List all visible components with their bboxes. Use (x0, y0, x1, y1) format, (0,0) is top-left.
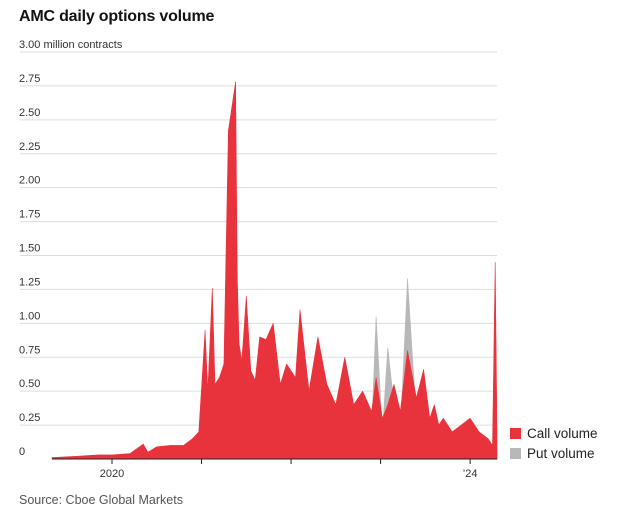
axes: 0 0.25 0.50 0.75 1.00 1.25 1.50 1.75 2.00 2.25 2.5… (19, 39, 497, 480)
y-tick-label: 2.75 (19, 73, 40, 85)
source-note: Source: Cboe Global Markets (19, 493, 183, 507)
x-tick-label: ’24 (463, 468, 478, 480)
y-tick-label: 0.75 (19, 344, 40, 356)
y-tick-label: 3.00 million contracts (19, 39, 123, 51)
put-volume-swatch (510, 447, 521, 459)
y-tick-label: 0.25 (19, 412, 40, 424)
legend-item-put: Put volume (510, 443, 598, 463)
call-volume-area (51, 81, 498, 460)
y-tick-label: 0.50 (19, 378, 40, 390)
y-tick-label: 1.50 (19, 243, 40, 255)
chart-title: AMC daily options volume (19, 8, 215, 25)
y-tick-label: 1.25 (19, 276, 40, 288)
y-tick-label: 2.25 (19, 141, 40, 153)
legend: Call volume Put volume (510, 423, 598, 463)
y-tick-label: 1.75 (19, 209, 40, 221)
y-tick-label: 2.50 (19, 107, 40, 119)
x-tick-label: 2020 (100, 468, 124, 480)
legend-label-call: Call volume (527, 425, 598, 441)
call-volume-swatch (510, 427, 521, 439)
y-tick-label: 1.00 (19, 310, 40, 322)
legend-item-call: Call volume (510, 423, 598, 443)
series-areas (51, 81, 498, 460)
legend-label-put: Put volume (527, 445, 595, 461)
y-tick-label: 0 (19, 446, 25, 458)
y-tick-label: 2.00 (19, 175, 40, 187)
